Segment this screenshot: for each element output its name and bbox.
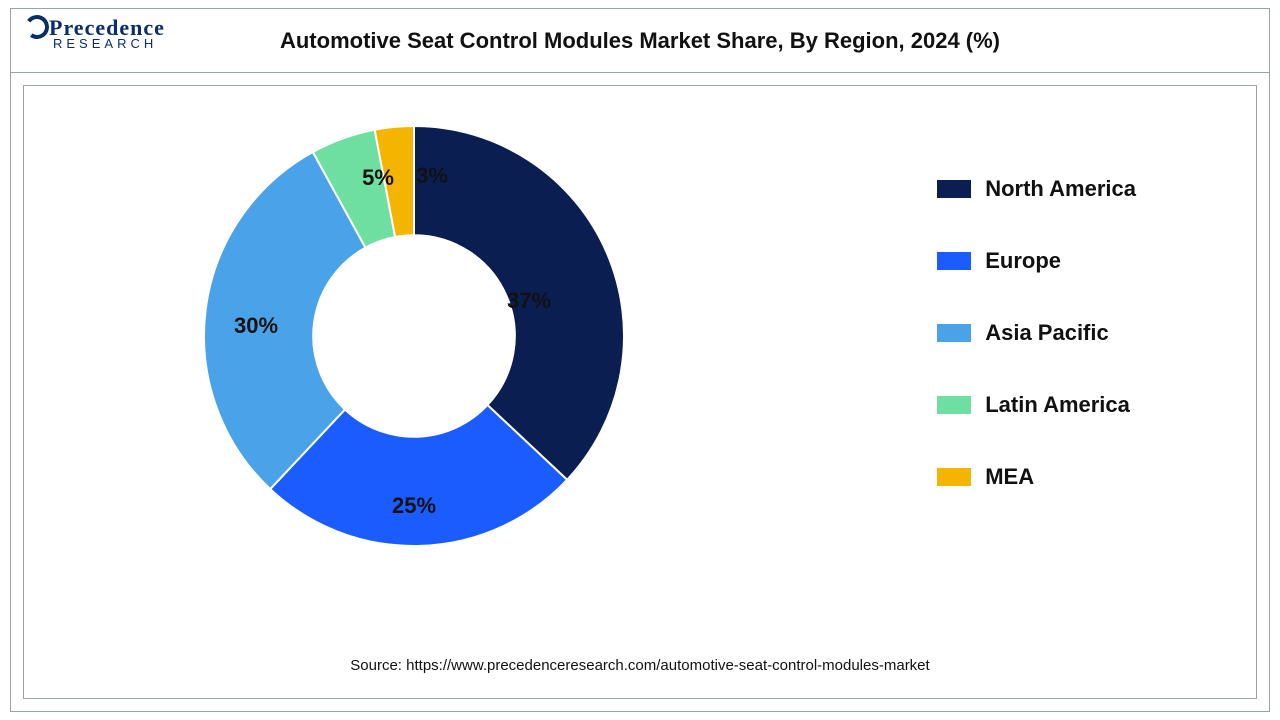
- legend-swatch: [937, 252, 971, 270]
- legend-swatch: [937, 324, 971, 342]
- legend-label: MEA: [985, 464, 1034, 490]
- legend-label: North America: [985, 176, 1136, 202]
- header-row: Precedence RESEARCH Automotive Seat Cont…: [11, 9, 1269, 73]
- legend-item-latin-america: Latin America: [937, 392, 1136, 418]
- chart-legend: North America Europe Asia Pacific Latin Ame…: [937, 176, 1136, 490]
- legend-label: Latin America: [985, 392, 1130, 418]
- slice-label-asia-pacific: 30%: [234, 313, 278, 339]
- slice-label-north-america: 37%: [507, 288, 551, 314]
- chart-title: Automotive Seat Control Modules Market S…: [11, 28, 1269, 54]
- legend-label: Asia Pacific: [985, 320, 1109, 346]
- legend-item-north-america: North America: [937, 176, 1136, 202]
- legend-swatch: [937, 180, 971, 198]
- legend-item-mea: MEA: [937, 464, 1136, 490]
- slice-label-latin-america: 5%: [362, 165, 394, 191]
- slice-label-europe: 25%: [392, 493, 436, 519]
- legend-swatch: [937, 468, 971, 486]
- brand-logo: Precedence RESEARCH: [25, 15, 165, 50]
- legend-item-europe: Europe: [937, 248, 1136, 274]
- chart-frame: Precedence RESEARCH Automotive Seat Cont…: [10, 8, 1270, 712]
- legend-label: Europe: [985, 248, 1061, 274]
- source-text: Source: https://www.precedenceresearch.c…: [24, 657, 1256, 674]
- logo-word2: RESEARCH: [53, 37, 165, 50]
- legend-swatch: [937, 396, 971, 414]
- logo-ring-icon: [23, 13, 51, 41]
- legend-item-asia-pacific: Asia Pacific: [937, 320, 1136, 346]
- donut-chart: 37% 25% 30% 5% 3%: [204, 126, 624, 546]
- chart-canvas: 37% 25% 30% 5% 3% North America Europe Asia Pa…: [23, 85, 1257, 699]
- slice-label-mea: 3%: [416, 163, 448, 189]
